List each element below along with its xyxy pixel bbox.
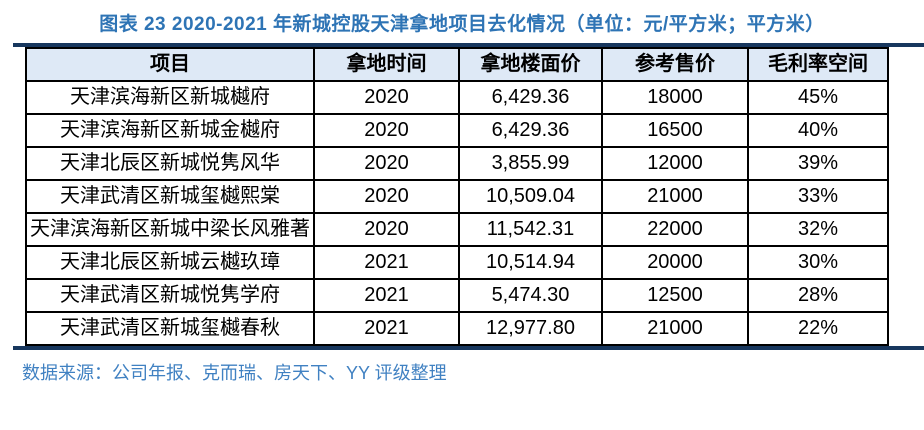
ref-price-cell: 21000 — [601, 179, 749, 214]
land-year-cell: 2020 — [313, 212, 460, 247]
data-source-note: 数据来源：公司年报、克而瑞、房天下、YY 评级整理 — [22, 363, 447, 383]
floor-price-cell-highlighted: 11,542.31 — [458, 212, 603, 247]
ref-price-cell: 18000 — [601, 80, 749, 115]
floor-price-cell: 5,474.30 — [458, 278, 603, 313]
land-year-cell: 2021 — [313, 245, 460, 280]
land-year-cell: 2020 — [313, 113, 460, 148]
bottom-rule — [13, 346, 924, 350]
gross-margin-cell: 39% — [747, 146, 889, 181]
project-name-cell: 天津滨海新区新城金樾府 — [25, 113, 315, 148]
gross-margin-cell: 32% — [747, 212, 889, 247]
land-year-cell: 2020 — [313, 179, 460, 214]
gross-margin-cell: 40% — [747, 113, 889, 148]
table-row: 天津武清区新城悦隽学府 2021 5,474.30 12500 28% — [25, 278, 889, 313]
column-header-floor-price: 拿地楼面价 — [458, 47, 603, 82]
ref-price-cell: 12500 — [601, 278, 749, 313]
top-rule — [13, 43, 924, 47]
floor-price-cell: 6,429.36 — [458, 113, 603, 148]
column-header-project: 项目 — [25, 47, 315, 82]
land-projects-table: 项目 拿地时间 拿地楼面价 参考售价 毛利率空间 天津滨海新区新城樾府 2020… — [25, 47, 889, 346]
gross-margin-cell: 45% — [747, 80, 889, 115]
ref-price-cell: 16500 — [601, 113, 749, 148]
project-name-cell: 天津滨海新区新城中梁长风雅著 — [25, 212, 315, 247]
table-row: 天津滨海新区新城中梁长风雅著 2020 11,542.31 22000 32% — [25, 212, 889, 247]
table-row: 天津北辰区新城悦隽风华 2020 3,855.99 12000 39% — [25, 146, 889, 181]
table-row: 天津北辰区新城云樾玖璋 2021 10,514.94 20000 30% — [25, 245, 889, 280]
ref-price-cell: 22000 — [601, 212, 749, 247]
project-name-cell: 天津武清区新城玺樾春秋 — [25, 311, 315, 346]
figure-title: 图表 23 2020-2021 年新城控股天津拿地项目去化情况（单位：元/平方米… — [99, 14, 825, 35]
floor-price-cell: 3,855.99 — [458, 146, 603, 181]
ref-price-cell: 12000 — [601, 146, 749, 181]
land-year-cell: 2021 — [313, 311, 460, 346]
floor-price-cell-highlighted: 10,509.04 — [458, 179, 603, 214]
project-name-cell: 天津武清区新城玺樾熙棠 — [25, 179, 315, 214]
table-header-row: 项目 拿地时间 拿地楼面价 参考售价 毛利率空间 — [25, 47, 889, 82]
land-year-cell: 2020 — [313, 80, 460, 115]
gross-margin-cell: 22% — [747, 311, 889, 346]
table-row: 天津武清区新城玺樾春秋 2021 12,977.80 21000 22% — [25, 311, 889, 346]
gross-margin-cell: 33% — [747, 179, 889, 214]
table-row: 天津武清区新城玺樾熙棠 2020 10,509.04 21000 33% — [25, 179, 889, 214]
column-header-ref-price: 参考售价 — [601, 47, 749, 82]
floor-price-cell-highlighted: 12,977.80 — [458, 311, 603, 346]
floor-price-cell: 6,429.36 — [458, 80, 603, 115]
land-year-cell: 2020 — [313, 146, 460, 181]
column-header-land-year: 拿地时间 — [313, 47, 460, 82]
gross-margin-cell: 28% — [747, 278, 889, 313]
table-row: 天津滨海新区新城樾府 2020 6,429.36 18000 45% — [25, 80, 889, 115]
ref-price-cell: 20000 — [601, 245, 749, 280]
project-name-cell: 天津武清区新城悦隽学府 — [25, 278, 315, 313]
project-name-cell: 天津滨海新区新城樾府 — [25, 80, 315, 115]
project-name-cell: 天津北辰区新城云樾玖璋 — [25, 245, 315, 280]
table-row: 天津滨海新区新城金樾府 2020 6,429.36 16500 40% — [25, 113, 889, 148]
ref-price-cell: 21000 — [601, 311, 749, 346]
gross-margin-cell: 30% — [747, 245, 889, 280]
land-year-cell: 2021 — [313, 278, 460, 313]
floor-price-cell-highlighted: 10,514.94 — [458, 245, 603, 280]
column-header-gross-margin: 毛利率空间 — [747, 47, 889, 82]
project-name-cell: 天津北辰区新城悦隽风华 — [25, 146, 315, 181]
